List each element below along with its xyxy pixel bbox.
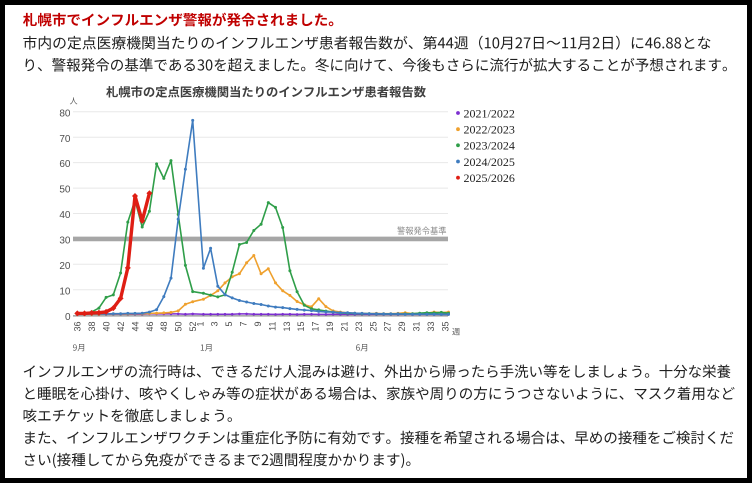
svg-text:50: 50 [59,185,71,196]
svg-text:2023/2024: 2023/2024 [464,139,515,153]
svg-text:46: 46 [145,322,155,332]
svg-text:10: 10 [59,286,71,297]
svg-text:29: 29 [397,322,407,332]
svg-text:20: 20 [59,261,71,272]
svg-text:2025/2026: 2025/2026 [464,171,515,185]
svg-text:40: 40 [102,322,112,332]
svg-text:52: 52 [188,322,198,332]
svg-text:48: 48 [159,322,169,332]
svg-text:30: 30 [59,236,71,247]
svg-text:21: 21 [340,322,350,332]
svg-text:35: 35 [440,322,450,332]
svg-text:1: 1 [195,322,205,327]
svg-text:0: 0 [65,312,71,323]
svg-text:23: 23 [354,322,364,332]
svg-text:44: 44 [130,322,140,332]
svg-text:2021/2022: 2021/2022 [464,106,515,120]
svg-text:3: 3 [210,322,220,327]
svg-text:11: 11 [267,322,277,331]
svg-text:38: 38 [87,322,97,332]
svg-text:60: 60 [59,159,71,170]
svg-text:70: 70 [59,134,71,145]
svg-text:80: 80 [59,108,71,119]
svg-text:19: 19 [325,322,335,332]
svg-text:36: 36 [73,322,83,332]
svg-text:5: 5 [224,322,234,327]
svg-text:50: 50 [174,322,184,332]
svg-text:2022/2023: 2022/2023 [464,123,515,137]
svg-text:9: 9 [253,322,263,327]
svg-text:27: 27 [383,322,393,332]
svg-text:33: 33 [426,322,436,332]
svg-text:13: 13 [282,322,292,332]
svg-text:40: 40 [59,210,71,221]
svg-text:7: 7 [239,322,249,327]
svg-text:2024/2025: 2024/2025 [464,155,515,169]
svg-text:42: 42 [116,322,126,332]
svg-text:31: 31 [412,322,422,332]
svg-text:17: 17 [311,322,321,332]
svg-text:15: 15 [296,322,306,332]
svg-text:25: 25 [368,322,378,332]
